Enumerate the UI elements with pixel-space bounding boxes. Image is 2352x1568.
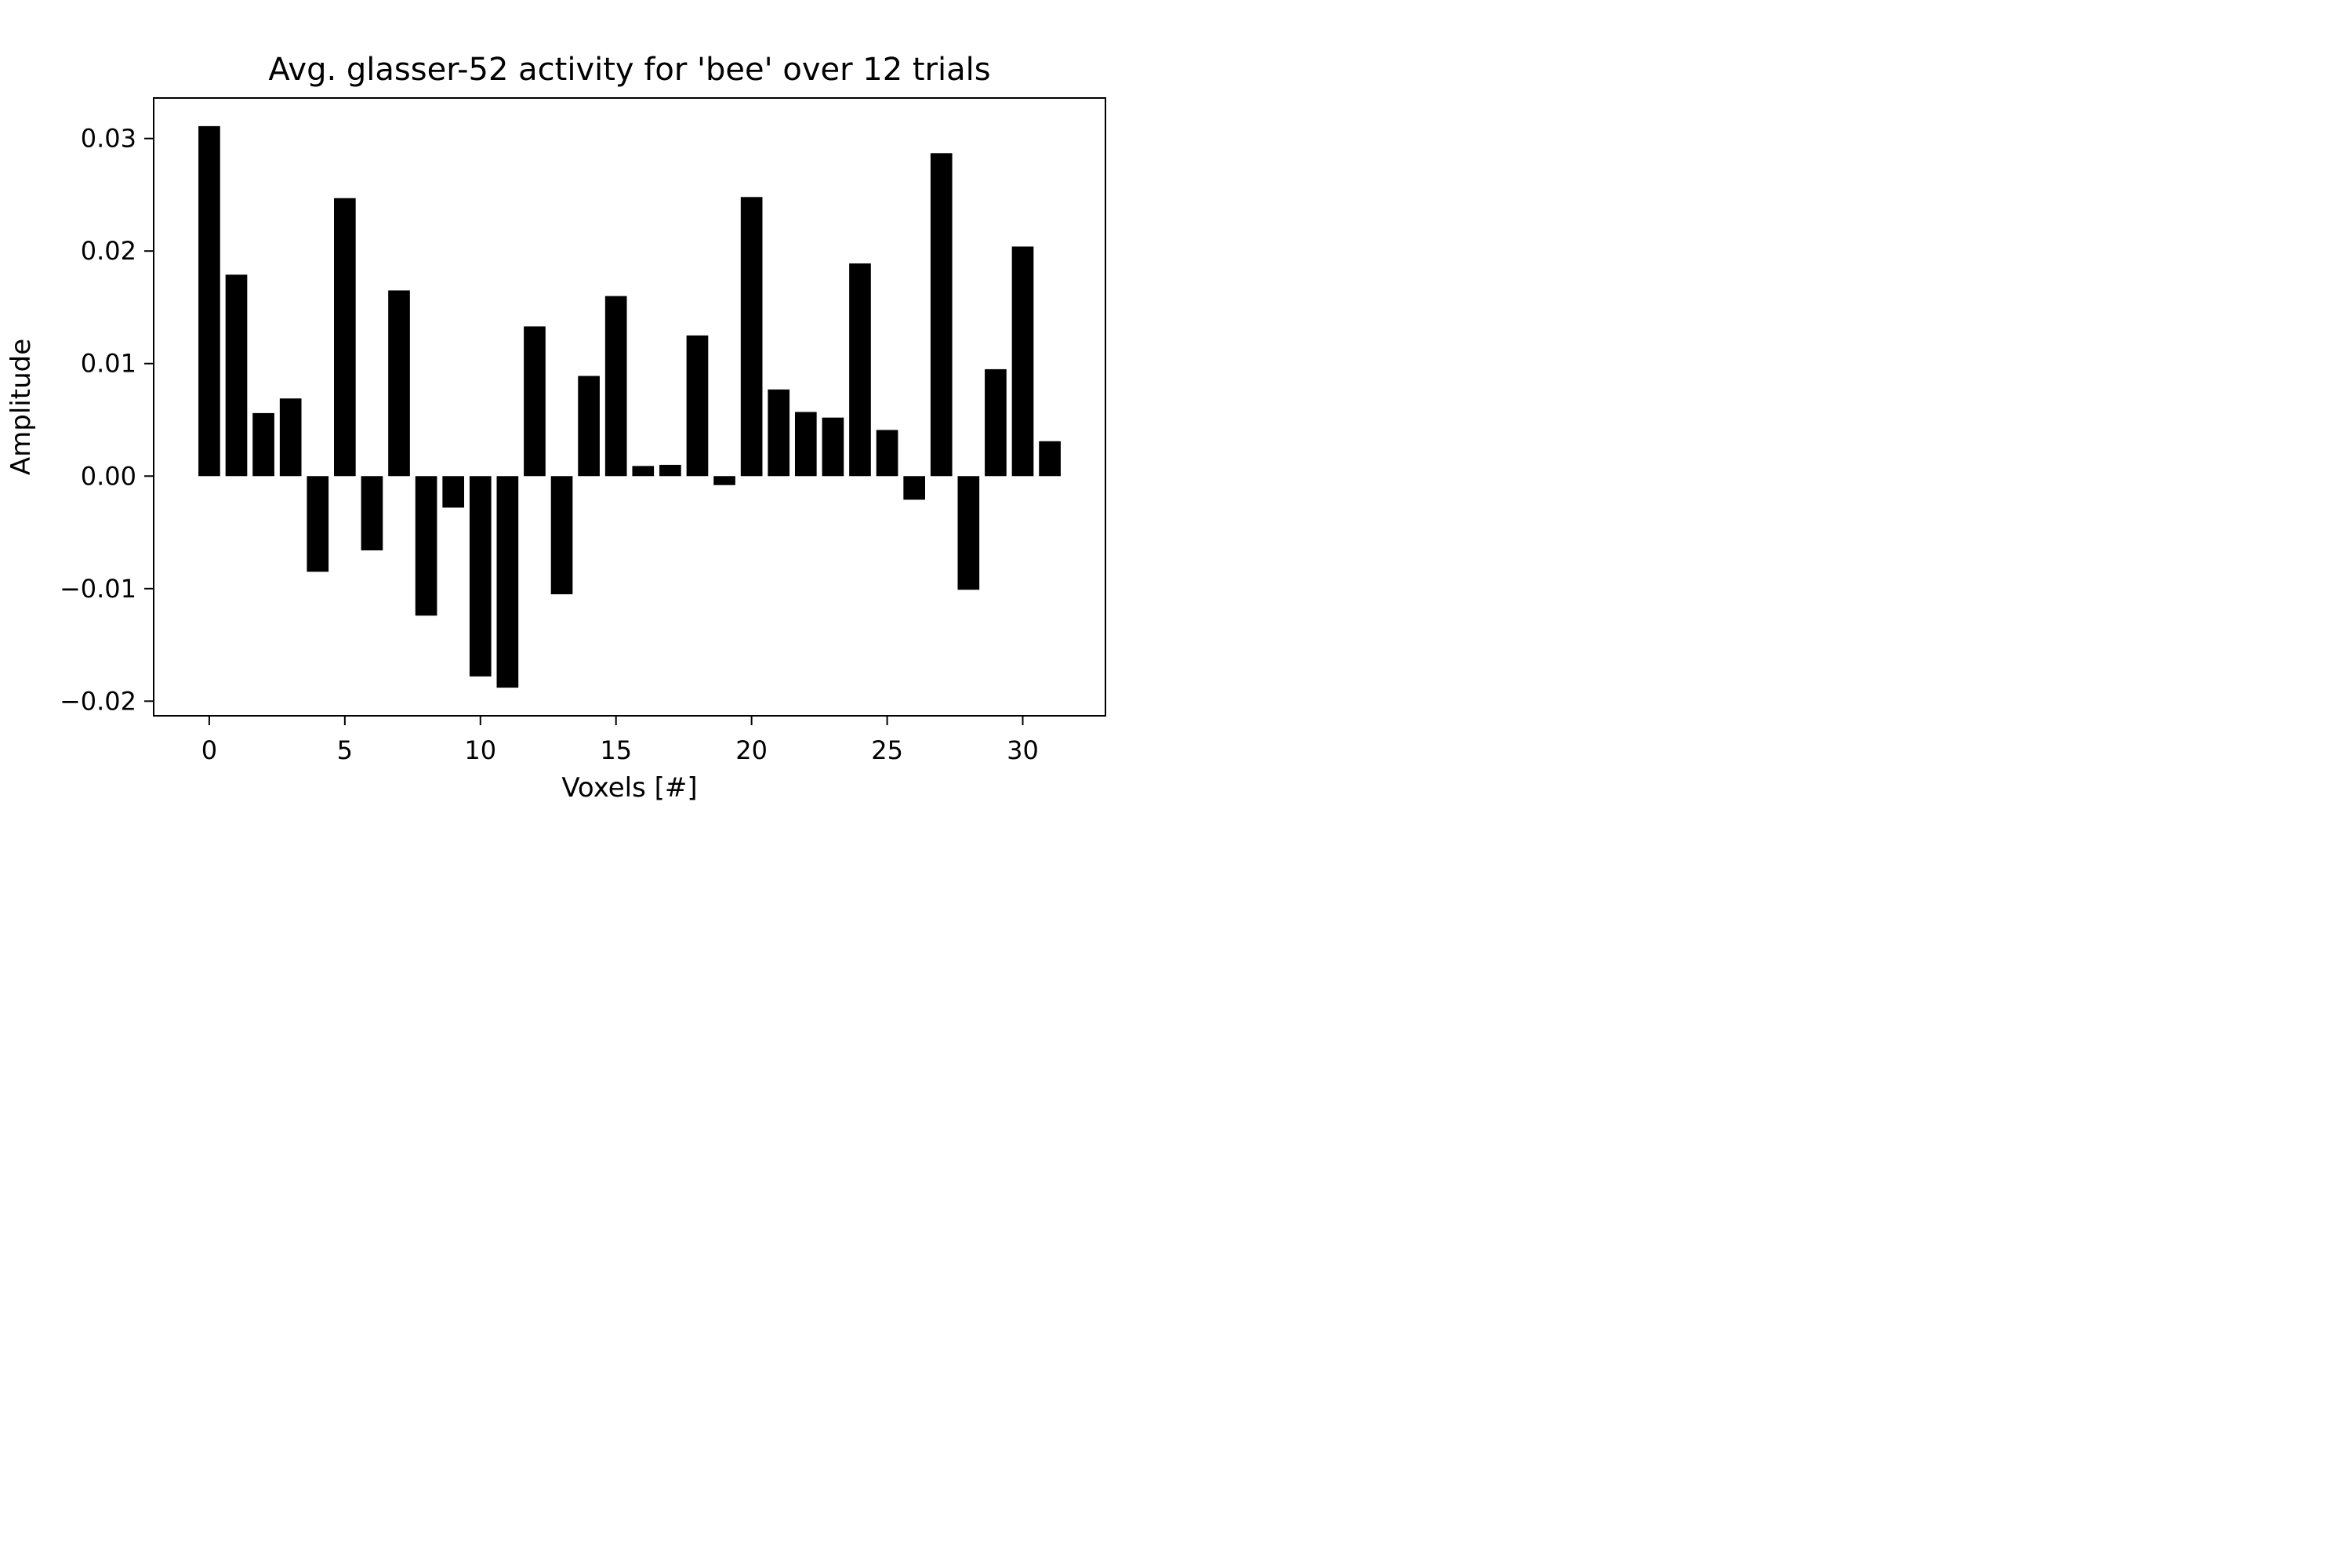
bar-voxel-13: [550, 476, 573, 594]
bar-voxel-12: [524, 326, 546, 477]
bar-voxel-3: [279, 398, 302, 477]
bar-voxel-16: [632, 466, 655, 477]
bar-voxel-15: [604, 296, 627, 477]
bar-voxel-31: [1039, 441, 1061, 477]
plot-frame: [153, 97, 1106, 717]
x-tick-label: 30: [1007, 735, 1039, 765]
bar-voxel-27: [930, 153, 953, 477]
x-tick-label: 10: [464, 735, 496, 765]
y-tick-label: −0.02: [60, 686, 136, 716]
chart-title: Avg. glasser-52 activity for 'bee' over …: [268, 52, 990, 88]
bar-voxel-26: [903, 476, 925, 500]
bar-chart: Avg. glasser-52 activity for 'bee' over …: [5, 52, 1106, 804]
y-tick-label: −0.01: [60, 574, 136, 604]
bar-voxel-20: [740, 197, 763, 477]
bar-voxel-18: [686, 335, 709, 477]
x-axis-label: Voxels [#]: [561, 772, 697, 804]
bar-voxel-22: [794, 412, 817, 477]
x-tick-label: 5: [337, 735, 353, 765]
bar-voxel-28: [957, 476, 980, 590]
bar-voxel-17: [659, 464, 681, 477]
bar-voxel-8: [415, 476, 437, 616]
y-tick-label: 0.01: [81, 349, 136, 379]
bar-voxel-6: [361, 476, 383, 550]
x-tick-label: 0: [201, 735, 217, 765]
bar-voxel-21: [768, 389, 790, 477]
bar-voxel-19: [713, 476, 735, 485]
x-axis: 0 5 10 15 20 25 30: [201, 716, 1039, 765]
bar-voxel-2: [252, 412, 274, 477]
y-axis: −0.02 −0.01 0.00 0.01 0.02 0.03: [60, 124, 154, 716]
bar-voxel-0: [198, 125, 220, 477]
bar-voxel-14: [578, 376, 600, 477]
bar-voxel-11: [496, 476, 519, 688]
y-tick-label: 0.03: [81, 124, 136, 154]
y-tick-label: 0.00: [81, 461, 136, 491]
bar-voxel-29: [985, 368, 1007, 477]
bars-group: [198, 125, 1061, 688]
x-tick-label: 20: [735, 735, 768, 765]
bar-voxel-1: [225, 274, 248, 477]
x-tick-label: 15: [600, 735, 632, 765]
bar-voxel-9: [442, 476, 465, 508]
bar-voxel-24: [849, 263, 871, 477]
bar-voxel-23: [822, 417, 844, 477]
y-axis-label: Amplitude: [5, 339, 37, 475]
bar-voxel-5: [334, 198, 356, 477]
y-tick-label: 0.02: [81, 236, 136, 266]
bar-voxel-4: [307, 476, 329, 572]
bar-voxel-25: [876, 430, 898, 477]
bar-voxel-10: [469, 476, 492, 677]
x-tick-label: 25: [871, 735, 903, 765]
bar-voxel-30: [1011, 246, 1034, 477]
bar-voxel-7: [388, 290, 410, 477]
